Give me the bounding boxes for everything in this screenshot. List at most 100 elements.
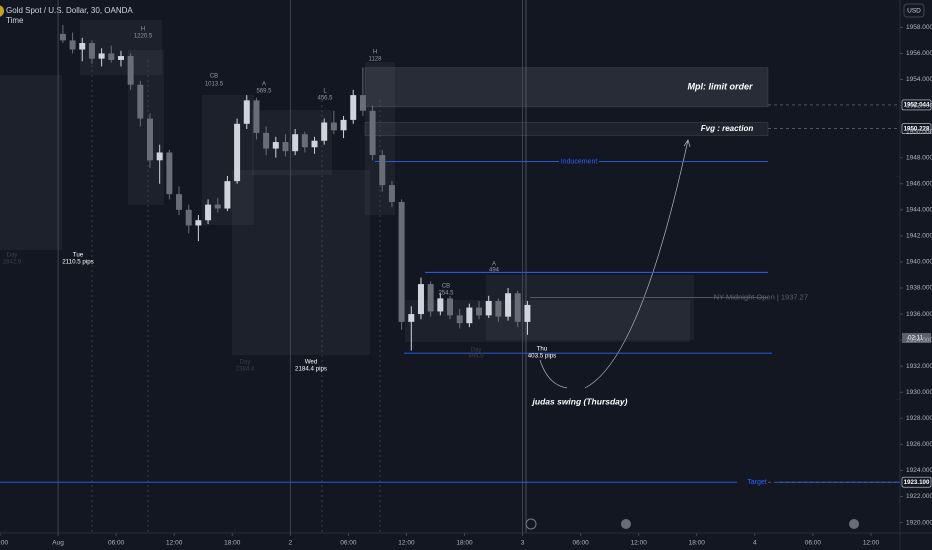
candle-body [176,194,183,210]
x-tick-label: 2 [289,540,293,547]
annotation: 2110.5 pips [62,259,94,266]
annotation: 1220.5 [134,34,153,40]
x-tick-label: 12:00 [398,540,415,547]
event-icon[interactable] [849,519,859,529]
candle-body [359,95,366,111]
zone-label: Mpl: limit order [688,82,753,92]
annotation: Thu [537,346,548,353]
annotation: 254.5 [438,291,454,297]
y-tick-label: 1942.000 [906,233,932,240]
y-tick-label: 1926.000 [906,441,932,448]
candle-body [321,122,328,141]
candle-body [485,301,492,316]
candle-body [272,142,279,149]
y-tick-label: 1934.000 [906,337,932,344]
candle-body [388,185,395,202]
y-tick-label: 1956.000 [906,50,932,57]
y-tick-label: 1958.000 [906,24,932,31]
y-tick-label: 1930.000 [906,389,932,396]
symbol-title: Gold Spot / U.S. Dollar, 30, OANDA [6,6,133,15]
candle-body [117,56,124,60]
x-tick-label: 18:00 [456,540,473,547]
annotation: L [323,89,327,95]
candle-body [243,100,250,124]
currency[interactable]: USD [907,8,921,15]
level-label: Inducement [561,158,598,165]
candle-body [466,307,473,324]
y-tick-label: 1920.000 [906,519,932,526]
annotation: A [262,82,266,88]
candle-body [88,43,95,59]
session-markers [91,60,381,533]
event-icon[interactable] [525,518,537,530]
annotation: 569.5 [256,89,272,95]
candle-body [156,152,163,161]
y-tick-label: 1948.000 [906,154,932,161]
candle-body [437,298,444,312]
x-tick-label: 4 [753,540,757,547]
x-tick-label: 18:00 [224,540,241,547]
annotation: 456.5 [317,96,333,102]
annotation: 2384.4 [236,367,255,373]
event-icon[interactable] [621,519,631,529]
price-label-box [901,123,932,134]
candle-body [408,314,415,322]
annotation: Day [471,348,482,354]
price-label: 1923.100 [904,479,930,486]
y-tick-label: 1940.000 [906,259,932,266]
x-tick-label: 06:00 [573,540,590,547]
candle-body [340,119,347,131]
countdown-box [902,333,931,343]
candle-body [98,53,105,59]
y-tick-label: 1932.000 [906,363,932,370]
zone [364,67,769,108]
y-tick-label: 1952.000 [906,102,932,109]
x-tick-label: 06:00 [340,540,357,547]
reaction-arrow [584,139,689,389]
price-label: 1952.044 [904,102,930,109]
x-tick-label: 18:00 [0,540,9,547]
x-tick-label: Aug [52,540,64,547]
candle-body [311,140,318,148]
candle-body [108,53,115,60]
candle-body [79,43,86,50]
annotation: 1128 [369,57,383,63]
zone-label: Fvg : reaction [701,124,754,133]
x-tick-label: 12:00 [863,540,880,547]
candle-body [195,220,202,226]
x-tick-label: 06:00 [108,540,125,547]
level-label: Target [747,479,767,486]
candle-body [505,293,512,317]
zone [364,122,769,136]
candle-body [456,315,463,324]
candle-body [69,40,76,50]
annotation: H [141,27,145,33]
annotation: CB [210,74,218,80]
symbol-icon [0,5,4,17]
annotation: H [373,50,377,56]
annotation: 2184.4 pips [295,366,327,373]
candle-body [292,134,299,152]
candle-body [214,204,221,209]
candle-body [524,304,531,322]
annotation: Day [240,360,251,366]
annotation: Tue [73,252,84,259]
candle-body [301,134,308,148]
level-label-bg [737,478,777,487]
candle-body [205,204,212,221]
candle-body [185,209,192,226]
y-tick-label: 1938.000 [906,285,932,292]
swing-arrow [539,359,568,389]
y-tick-label: 1950.000 [906,128,932,135]
candle-body [282,142,289,152]
candle-body [147,118,153,161]
annotation: 494 [489,268,500,274]
y-tick-label: 1928.000 [906,415,932,422]
arrow-head [683,139,691,148]
candle-body [369,110,376,156]
annotation: Day [7,253,18,259]
currency-box[interactable] [903,3,925,18]
candle-body [263,132,270,149]
